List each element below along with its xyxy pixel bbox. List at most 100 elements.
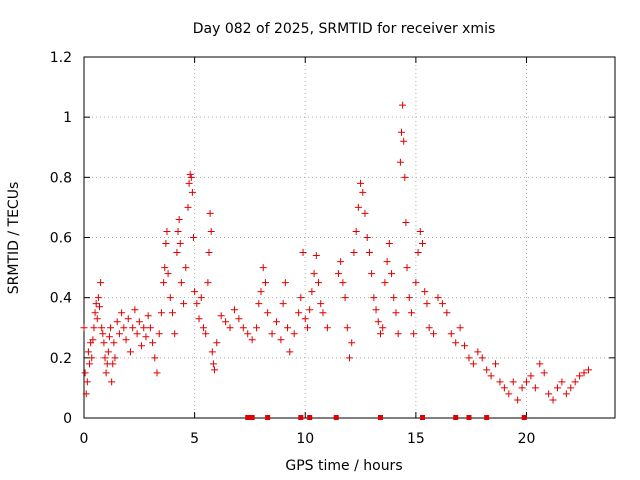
data-point [97,279,105,287]
data-point [226,324,234,332]
data-point [109,360,117,368]
data-point [509,378,517,386]
data-point [421,288,429,296]
data-point [374,318,382,326]
data-point [407,309,415,317]
data-point [558,378,566,386]
data-point [383,258,391,266]
data-point [204,279,212,287]
data-point [82,390,90,398]
zero-marker [453,415,459,420]
data-point [207,227,215,235]
data-point [133,330,141,338]
zero-marker [484,415,490,420]
data-point [257,288,265,296]
chart-title: Day 082 of 2025, SRMTID for receiver xmi… [193,21,496,37]
data-point [199,324,207,332]
zero-marker [265,415,271,420]
data-point [188,188,196,196]
data-point [272,318,280,326]
data-point [268,330,276,338]
data-point [93,315,101,323]
data-point [176,240,184,248]
data-point [310,270,318,278]
data-point [105,333,113,341]
data-point [492,360,500,368]
data-point [527,372,535,380]
data-point [423,300,431,308]
data-point [213,339,221,347]
data-point [567,384,575,392]
data-point [99,330,107,338]
data-point [253,324,261,332]
data-point [419,240,427,248]
data-point [92,300,100,308]
data-point [370,294,378,302]
data-point [135,318,143,326]
data-point [277,336,285,344]
data-point [334,270,342,278]
zero-markers [245,415,527,420]
data-point [381,279,389,287]
data-point [153,369,161,377]
data-point [359,188,367,196]
data-point [122,336,130,344]
x-tick-label: 0 [80,431,89,447]
data-point [164,270,172,278]
data-point [155,330,163,338]
data-point [185,179,193,187]
data-point [405,294,413,302]
data-point [576,372,584,380]
x-axis-ticks: 0 5 10 15 20 [80,57,535,447]
data-point [193,300,201,308]
data-point [171,330,179,338]
data-point [239,324,247,332]
data-point [86,360,94,368]
data-point [286,348,294,356]
data-point [306,306,314,314]
data-point [354,203,362,211]
data-point [124,315,132,323]
data-point [187,173,195,181]
data-point [259,264,267,272]
data-point [202,330,210,338]
x-tick-label: 5 [190,431,199,447]
data-point [474,348,482,356]
data-point [312,252,320,260]
data-point [505,390,513,398]
zero-marker [298,415,304,420]
data-point [394,330,402,338]
zero-marker [245,415,251,420]
data-point [392,309,400,317]
data-point [107,324,115,332]
data-point [368,270,376,278]
data-point [126,348,134,356]
data-point [295,309,303,317]
data-point [414,249,422,257]
data-point [299,249,307,257]
data-point [425,324,433,332]
data-point [348,339,356,347]
data-point [487,372,495,380]
data-point [540,369,548,377]
data-point [523,378,530,386]
data-point [209,360,217,368]
zero-marker [249,415,255,420]
data-point [401,173,409,181]
x-tick-label: 10 [296,431,314,447]
data-point [350,249,358,257]
data-point [244,330,252,338]
y-axis-ticks: 0 0.2 0.4 0.6 0.8 1 1.2 [50,50,615,427]
data-point [388,270,396,278]
data-point [235,315,243,323]
data-point [161,264,169,272]
data-point [230,306,238,314]
data-point [399,101,407,109]
data-point [303,324,311,332]
data-point [91,309,99,317]
data-point [113,318,121,326]
data-point [301,315,309,323]
data-point [94,294,102,302]
data-point [163,227,171,235]
